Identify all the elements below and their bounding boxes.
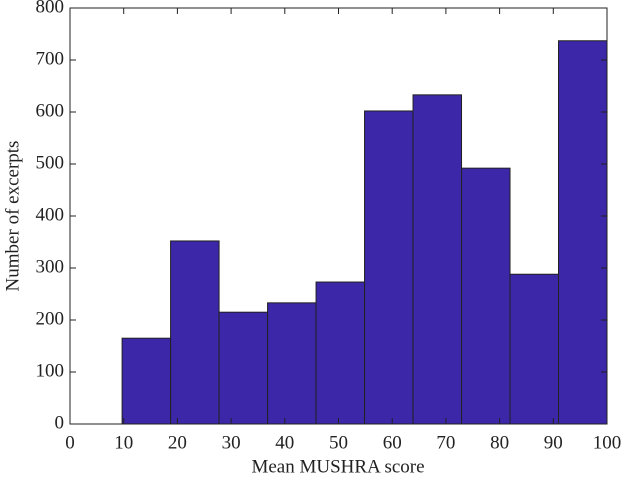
y-tick-label: 300	[36, 256, 65, 277]
bar	[412, 94, 463, 425]
bar	[267, 302, 317, 425]
x-tick-label: 80	[490, 432, 509, 453]
bar	[461, 167, 511, 425]
x-tick-label: 50	[329, 432, 348, 453]
x-tick-label: 100	[593, 432, 622, 453]
y-tick-label: 800	[36, 0, 65, 17]
y-axis-label: Number of excerpts	[2, 141, 23, 292]
x-tick-label: 40	[275, 432, 294, 453]
bar	[364, 110, 414, 425]
y-tick-label: 700	[36, 48, 65, 69]
bar	[121, 337, 172, 425]
y-tick-label: 500	[36, 152, 65, 173]
y-tick-label: 100	[36, 360, 65, 381]
y-tick-label: 400	[36, 204, 65, 225]
x-tick-label: 90	[544, 432, 563, 453]
y-tick-label: 0	[55, 412, 65, 433]
bar	[558, 40, 608, 425]
bar	[218, 311, 269, 425]
x-tick-label: 30	[222, 432, 241, 453]
x-tick-label: 10	[114, 432, 133, 453]
x-tick-label: 0	[65, 432, 75, 453]
x-tick-label: 20	[168, 432, 187, 453]
y-tick-label: 600	[36, 100, 65, 121]
x-axis-label: Mean MUSHRA score	[251, 456, 424, 477]
bar	[509, 273, 560, 425]
bar	[170, 240, 220, 425]
bar	[315, 281, 366, 425]
x-tick-label: 60	[383, 432, 402, 453]
y-tick-label: 200	[36, 308, 65, 329]
x-tick-label: 70	[436, 432, 455, 453]
